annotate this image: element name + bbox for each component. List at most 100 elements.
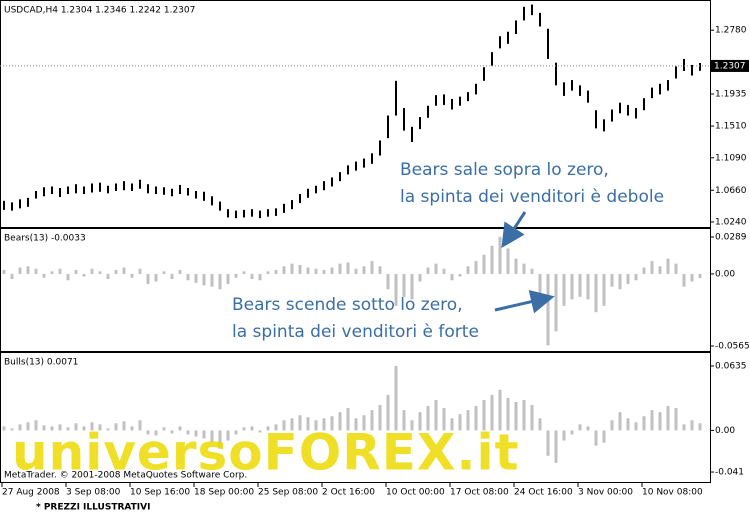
histogram-bar <box>522 263 526 274</box>
histogram-bar <box>682 273 686 287</box>
histogram-bar <box>82 273 86 277</box>
histogram-bar <box>386 394 390 431</box>
histogram-bar <box>146 273 150 285</box>
histogram-bar <box>74 270 78 274</box>
histogram-bar <box>10 273 14 280</box>
panel-title: Bulls(13) 0.0071 <box>4 358 78 368</box>
histogram-bar <box>370 261 374 274</box>
histogram-bar <box>202 430 206 439</box>
histogram-bar <box>666 406 670 431</box>
histogram-bar <box>298 415 302 431</box>
histogram-bar <box>418 273 422 282</box>
histogram-bar <box>602 273 606 306</box>
histogram-bar <box>218 430 222 449</box>
histogram-bar <box>122 267 126 274</box>
histogram-bar <box>170 273 174 280</box>
histogram-bar <box>690 273 694 282</box>
histogram-bar <box>514 258 518 274</box>
histogram-bar <box>26 422 30 431</box>
histogram-bar <box>434 263 438 274</box>
annotation: Bears scende sotto lo zero, <box>232 295 463 315</box>
histogram-bar <box>162 427 166 431</box>
histogram-bar <box>74 423 78 431</box>
histogram-bar <box>618 412 622 431</box>
histogram-bar <box>346 408 350 431</box>
histogram-bar <box>690 420 694 431</box>
x-tick-label: 17 Oct 08:00 <box>450 488 509 498</box>
histogram-bar <box>578 424 582 431</box>
histogram-bar <box>258 273 262 281</box>
histogram-bar <box>242 271 246 274</box>
histogram-bar <box>354 418 358 431</box>
histogram-bar <box>466 410 470 431</box>
histogram-bar <box>154 273 158 282</box>
histogram-bar <box>514 402 518 431</box>
arrow <box>501 211 527 249</box>
histogram-bar <box>34 420 38 431</box>
panel-title: Bears(13) -0.0033 <box>4 234 86 244</box>
histogram-bar <box>194 273 198 283</box>
histogram-bar <box>402 273 406 297</box>
histogram-bar <box>658 412 662 431</box>
histogram-bar <box>634 422 638 431</box>
histogram-bar <box>610 420 614 431</box>
histogram-bar <box>322 270 326 274</box>
panel <box>0 0 711 228</box>
footnote: * PREZZI ILLUSTRATIVI <box>36 503 150 513</box>
histogram-bar <box>578 273 582 297</box>
histogram-bar <box>106 273 110 280</box>
histogram-bar <box>522 399 526 431</box>
histogram-bar <box>298 264 302 274</box>
histogram-bar <box>530 405 534 431</box>
histogram-bar <box>306 267 310 274</box>
histogram-bar <box>306 417 310 431</box>
histogram-bar <box>634 273 638 281</box>
histogram-bar <box>18 424 22 431</box>
histogram-bar <box>626 418 630 431</box>
y-tick-label: 0.0635 <box>715 361 747 371</box>
histogram-bar <box>330 267 334 274</box>
x-tick-label: 25 Sep 08:00 <box>258 488 318 498</box>
histogram-bar <box>50 271 54 274</box>
histogram-bar <box>410 273 414 300</box>
histogram-bar <box>2 270 6 274</box>
histogram-bar <box>426 406 430 431</box>
histogram-bar <box>50 426 54 431</box>
histogram-bar <box>450 273 454 281</box>
panel <box>0 352 711 483</box>
histogram-bar <box>362 415 366 431</box>
histogram-bar <box>330 416 334 431</box>
histogram-bar <box>618 273 622 290</box>
y-tick-label: 1.1510 <box>715 122 747 132</box>
histogram-bar <box>338 412 342 431</box>
background <box>0 0 750 484</box>
histogram-bar <box>98 271 102 274</box>
histogram-bar <box>450 418 454 431</box>
histogram-bar <box>490 394 494 431</box>
histogram-bar <box>66 427 70 431</box>
histogram-bar <box>2 426 6 431</box>
histogram-bar <box>186 430 190 435</box>
histogram-bar <box>466 266 470 274</box>
histogram-bar <box>674 263 678 274</box>
histogram-bar <box>186 273 190 281</box>
y-tick-label: 0.0289 <box>715 233 747 243</box>
histogram-bar <box>290 263 294 274</box>
histogram-bar <box>474 261 478 274</box>
histogram-bar <box>162 271 166 274</box>
histogram-bar <box>242 427 246 431</box>
histogram-bar <box>570 273 574 300</box>
histogram-bar <box>546 273 550 346</box>
histogram-bar <box>506 397 510 431</box>
y-tick-label: 1.1090 <box>715 153 747 163</box>
histogram-bar <box>538 273 542 294</box>
histogram-bar <box>506 248 510 274</box>
histogram-bar <box>658 266 662 274</box>
histogram-bar <box>210 273 214 287</box>
histogram-bar <box>58 424 62 431</box>
histogram-bar <box>426 267 430 274</box>
y-tick-label: 1.1935 <box>715 90 747 100</box>
histogram-bar <box>562 273 566 306</box>
histogram-bar <box>218 273 222 290</box>
annotation: la spinta dei venditori è debole <box>400 187 664 207</box>
